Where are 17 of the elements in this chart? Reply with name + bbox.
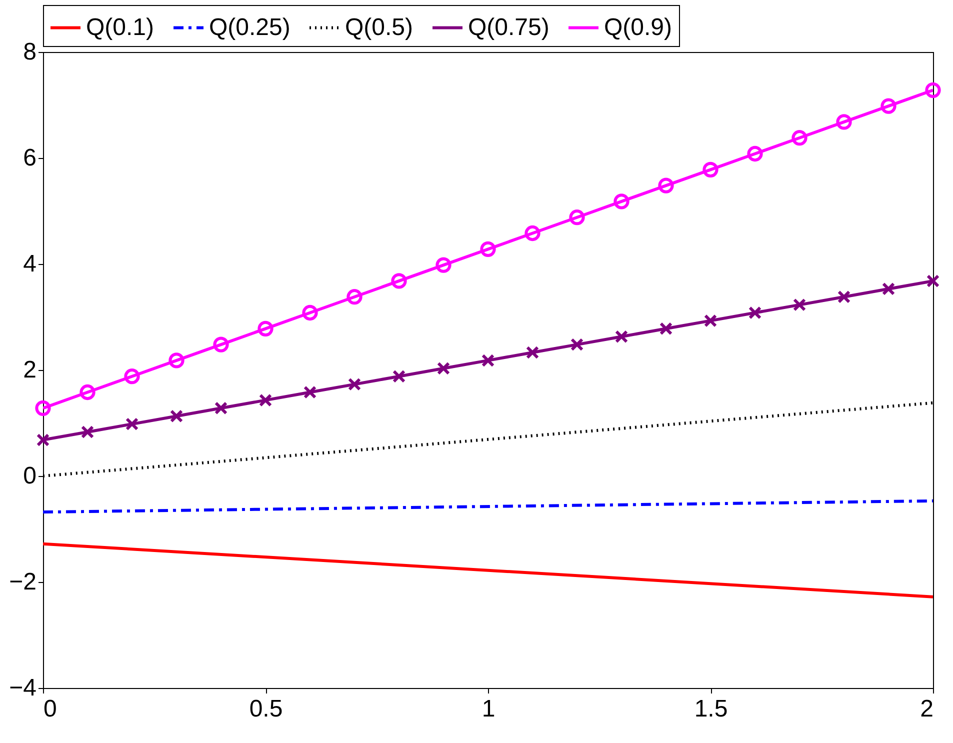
x-tick-label: 1: [482, 696, 496, 722]
legend-label: Q(0.5): [345, 14, 414, 41]
x-tick-label: 1.5: [694, 696, 728, 722]
y-tick-label: −4: [9, 674, 36, 702]
y-tick-label: 0: [23, 462, 36, 490]
y-tick-label: −2: [9, 568, 36, 596]
y-tick-label: 6: [23, 144, 36, 172]
legend-label: Q(0.75): [468, 14, 550, 41]
x-tick-label: 2: [920, 696, 934, 722]
legend-label: Q(0.9): [604, 14, 672, 41]
legend-label: Q(0.1): [86, 14, 154, 41]
x-tick-label: 0: [44, 696, 57, 722]
y-tick-label: 8: [23, 38, 36, 66]
y-tick-label: 2: [23, 356, 36, 384]
x-tick-label: 0.5: [249, 696, 283, 722]
legend-label: Q(0.25): [209, 14, 290, 41]
y-tick-label: 4: [23, 250, 36, 278]
